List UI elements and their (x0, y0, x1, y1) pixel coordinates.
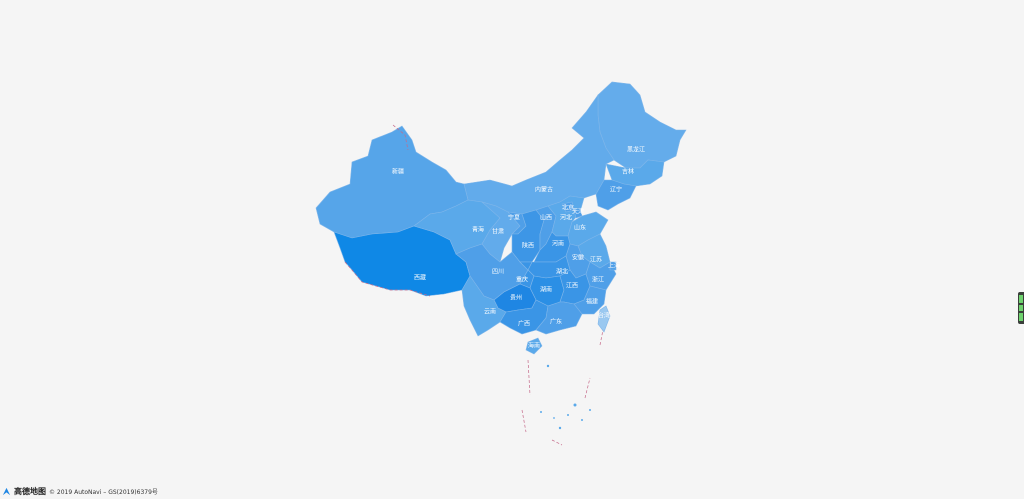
island (567, 414, 569, 416)
province-label-guizhou: 贵州 (510, 294, 522, 302)
sea-boundary-line (521, 329, 604, 446)
border-line-west (392, 124, 409, 151)
province-label-taiwan: 台湾 (598, 312, 610, 320)
amap-logo-icon (2, 487, 11, 495)
province-label-gansu: 甘肃 (492, 228, 504, 236)
province-label-jiangxi: 江西 (566, 283, 578, 290)
province-label-hebei: 河北 (560, 214, 572, 222)
province-label-sichuan: 四川 (492, 269, 504, 276)
province-label-hainan: 海南 (528, 342, 540, 350)
island (553, 417, 555, 419)
province-label-heilongjiang: 黑龙江 (627, 146, 645, 154)
province-label-anhui: 安徽 (572, 254, 584, 262)
province-label-guangdong: 广东 (550, 318, 562, 326)
province-shanghai[interactable] (609, 261, 617, 271)
province-label-tianjin: 天津 (572, 209, 584, 216)
province-label-shanxi: 山西 (540, 214, 552, 222)
map-attribution: 高德地图 © 2019 AutoNavi – GS(2019)6379号 (2, 485, 158, 497)
province-guangdong[interactable] (535, 301, 583, 335)
province-label-shandong: 山东 (574, 224, 586, 232)
province-inner-mongolia[interactable] (463, 94, 615, 215)
island (540, 411, 542, 413)
province-label-xinjiang: 新疆 (392, 168, 404, 176)
island (581, 419, 583, 421)
copyright-text: © 2019 AutoNavi – GS(2019)6379号 (49, 488, 158, 496)
province-heilongjiang[interactable] (597, 81, 687, 169)
province-label-guangxi: 广西 (518, 320, 530, 328)
province-label-ningxia: 宁夏 (508, 214, 520, 222)
province-label-jilin: 吉林 (622, 168, 634, 176)
province-label-hunan: 湖南 (540, 286, 552, 294)
province-label-shaanxi: 陕西 (522, 242, 534, 250)
province-hainan[interactable] (525, 337, 543, 355)
island (546, 364, 550, 368)
province-liaoning[interactable] (595, 179, 637, 211)
province-label-inner-mongolia: 内蒙古 (535, 186, 553, 194)
island (573, 403, 577, 407)
province-label-tibet: 西藏 (414, 274, 426, 282)
layer-toggle-icon[interactable] (1018, 292, 1024, 324)
province-label-beijing: 北京 (562, 204, 574, 212)
province-label-liaoning: 辽宁 (610, 186, 622, 194)
province-label-qinghai: 青海 (472, 226, 484, 234)
province-label-shanghai: 上海 (608, 262, 620, 270)
province-label-fujian: 福建 (586, 298, 598, 306)
province-label-zhejiang: 浙江 (592, 276, 604, 284)
province-taiwan[interactable] (597, 305, 611, 333)
province-label-jiangsu: 江苏 (590, 256, 602, 264)
island (558, 426, 562, 430)
province-label-henan: 河南 (552, 240, 564, 248)
island (589, 409, 591, 411)
province-label-yunnan: 云南 (484, 308, 496, 316)
province-label-chongqing: 重庆 (516, 276, 528, 284)
amap-logo-text: 高德地图 (14, 486, 46, 496)
border-line-south (344, 261, 431, 297)
province-label-hubei: 湖北 (556, 268, 568, 276)
